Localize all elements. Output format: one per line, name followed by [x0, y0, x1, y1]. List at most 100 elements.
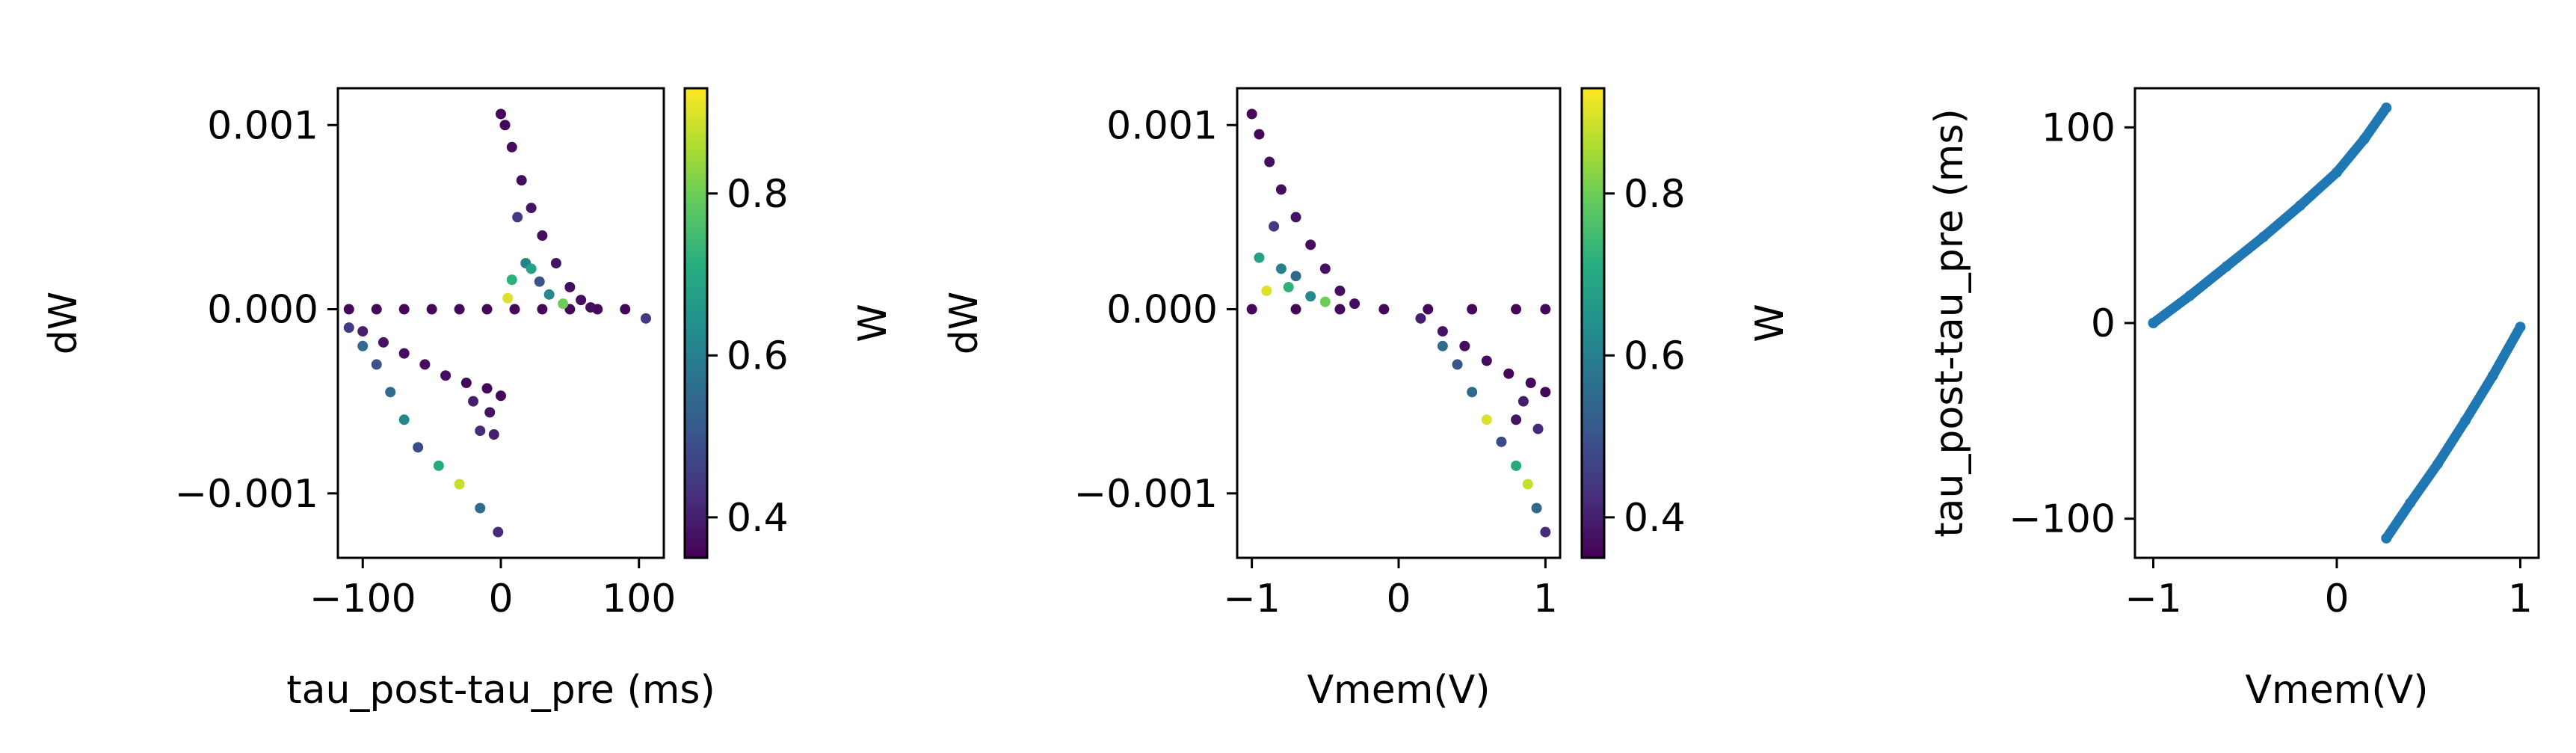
data-point: [1423, 304, 1434, 315]
data-point: [2294, 200, 2305, 211]
x-tick-label: −1: [1223, 577, 1281, 621]
data-point: [440, 370, 452, 381]
data-point: [516, 175, 527, 186]
y-tick-label: 0.001: [207, 103, 318, 148]
x-tick-label: 0: [2324, 577, 2349, 621]
data-point: [454, 479, 465, 490]
data-point: [1334, 285, 1346, 296]
panel-1-ticks: −100 0 100 0.001 0.000 −0.001: [175, 103, 677, 621]
data-point: [398, 348, 410, 359]
data-point: [550, 257, 561, 268]
data-point: [2405, 497, 2416, 508]
data-point: [1525, 378, 1536, 389]
data-point: [1511, 460, 1522, 471]
data-point: [585, 302, 597, 313]
data-point: [564, 281, 576, 292]
data-point: [1283, 281, 1294, 292]
data-point: [1269, 221, 1280, 232]
data-point: [2221, 261, 2232, 272]
data-point: [496, 108, 506, 120]
data-point: [1290, 304, 1301, 315]
data-point: [475, 425, 486, 437]
y-tick-label: −0.001: [175, 472, 318, 517]
data-point: [2432, 458, 2443, 470]
data-point: [2381, 102, 2392, 114]
data-point: [433, 460, 444, 471]
data-point: [1481, 414, 1492, 425]
data-point: [2381, 532, 2392, 544]
x-tick-label: 1: [1533, 577, 1558, 621]
data-point: [1540, 387, 1551, 398]
y-tick-label: 0.000: [207, 288, 318, 333]
data-point: [398, 304, 410, 315]
x-tick-label: 1: [2508, 577, 2533, 621]
panel-2-xlabel: Vmem(V): [1307, 668, 1490, 713]
data-point: [357, 326, 369, 337]
data-point: [2332, 167, 2342, 178]
data-point: [371, 304, 382, 315]
data-point: [371, 359, 382, 370]
data-point: [1522, 479, 1533, 490]
data-point: [1532, 423, 1544, 434]
panel-3-xlabel: Vmem(V): [2245, 668, 2428, 713]
data-point: [2459, 415, 2471, 426]
data-point: [1378, 304, 1390, 315]
panel-1-xlabel: tau_post-tau_pre (ms): [286, 668, 715, 713]
panel-1: −100 0 100 0.001 0.000 −0.001 tau_post-tau_pr…: [41, 87, 896, 713]
data-point: [537, 304, 548, 315]
data-point: [496, 390, 506, 402]
y-tick-label: 0: [2091, 301, 2116, 346]
x-tick-label: 100: [602, 577, 676, 621]
colorbar-tick-label: 0.6: [1624, 334, 1686, 378]
data-point: [2358, 134, 2370, 145]
data-point: [1452, 359, 1463, 370]
data-point: [506, 274, 517, 286]
colorbar-tick-label: 0.6: [727, 334, 789, 378]
data-point: [2148, 318, 2159, 328]
data-point: [1246, 108, 1257, 120]
data-point: [620, 304, 631, 315]
panel-2-colorbar-ticks: 0.4 0.6 0.8: [1604, 172, 1686, 541]
colorbar-tick-label: 0.8: [727, 172, 789, 217]
data-point: [534, 276, 545, 287]
data-point: [1319, 296, 1331, 307]
data-point: [640, 313, 651, 324]
x-tick-label: −1: [2124, 577, 2182, 621]
data-point: [460, 378, 472, 389]
data-point: [1246, 304, 1257, 315]
data-point: [1415, 313, 1426, 324]
panel-2-ylabel: dW: [942, 292, 987, 354]
data-point: [1511, 414, 1522, 425]
y-tick-label: 100: [2042, 105, 2116, 150]
data-point: [543, 289, 555, 300]
data-point: [484, 407, 496, 418]
data-point: [385, 387, 396, 398]
panel-2-colorbar-label: W: [1748, 304, 1793, 342]
panel-1-ylabel: dW: [41, 292, 86, 354]
data-point: [1334, 304, 1346, 315]
data-point: [576, 295, 587, 306]
data-point: [1290, 212, 1301, 223]
data-point: [481, 304, 493, 315]
panel-1-colorbar: [683, 87, 709, 559]
data-point: [1467, 304, 1478, 315]
data-point: [357, 340, 369, 351]
data-point: [2184, 290, 2196, 301]
data-point: [2258, 231, 2269, 242]
panel-3-points: [2148, 102, 2526, 544]
data-point: [2515, 322, 2526, 333]
data-point: [343, 304, 354, 315]
data-point: [1517, 396, 1529, 407]
panel-1-colorbar-ticks: 0.4 0.6 0.8: [707, 172, 789, 541]
panel-3-frame: [2133, 87, 2540, 559]
data-point: [1305, 291, 1316, 302]
data-point: [1254, 252, 1265, 263]
data-point: [481, 383, 493, 394]
data-point: [398, 414, 410, 425]
colorbar-tick-label: 0.4: [1624, 496, 1686, 541]
panel-2-frame: [1236, 87, 1562, 559]
data-point: [512, 212, 523, 223]
panel-3: −1 0 1 100 0 −100 Vmem(V) tau_post-tau_pre (m…: [1927, 87, 2540, 713]
series-1-curve: [2148, 102, 2391, 328]
